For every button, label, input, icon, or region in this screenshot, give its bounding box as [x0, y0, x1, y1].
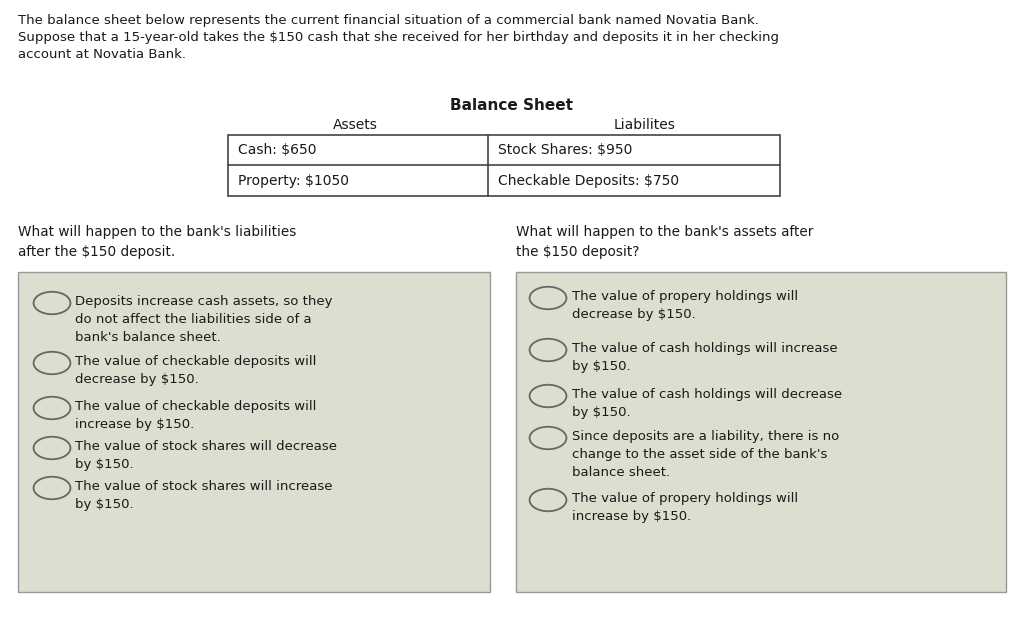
Text: What will happen to the bank's liabilities
after the $150 deposit.: What will happen to the bank's liabiliti… [18, 225, 296, 258]
Text: The value of propery holdings will
decrease by $150.: The value of propery holdings will decre… [572, 290, 798, 321]
Text: Stock Shares: $950: Stock Shares: $950 [499, 143, 633, 157]
Text: Assets: Assets [333, 118, 378, 132]
Bar [18, 272, 490, 592]
Bar [516, 272, 1006, 592]
Text: What will happen to the bank's assets after
the $150 deposit?: What will happen to the bank's assets af… [516, 225, 813, 258]
Text: account at Novatia Bank.: account at Novatia Bank. [18, 48, 186, 61]
Text: The value of cash holdings will increase
by $150.: The value of cash holdings will increase… [572, 342, 838, 373]
Text: Checkable Deposits: $750: Checkable Deposits: $750 [499, 174, 679, 188]
Text: Suppose that a 15-year-old takes the $150 cash that she received for her birthda: Suppose that a 15-year-old takes the $15… [18, 31, 779, 44]
Bar [228, 135, 780, 196]
Text: The value of checkable deposits will
increase by $150.: The value of checkable deposits will inc… [75, 400, 316, 431]
Text: Liabilites: Liabilites [614, 118, 676, 132]
Text: Cash: $650: Cash: $650 [239, 143, 316, 157]
Text: Balance Sheet: Balance Sheet [451, 98, 573, 113]
Text: The balance sheet below represents the current financial situation of a commerci: The balance sheet below represents the c… [18, 14, 759, 27]
Text: The value of cash holdings will decrease
by $150.: The value of cash holdings will decrease… [572, 388, 842, 419]
Text: Property: $1050: Property: $1050 [239, 174, 349, 188]
Text: Deposits increase cash assets, so they
do not affect the liabilities side of a
b: Deposits increase cash assets, so they d… [75, 295, 333, 344]
Text: Since deposits are a liability, there is no
change to the asset side of the bank: Since deposits are a liability, there is… [572, 430, 840, 479]
Text: The value of propery holdings will
increase by $150.: The value of propery holdings will incre… [572, 492, 798, 523]
Text: The value of checkable deposits will
decrease by $150.: The value of checkable deposits will dec… [75, 355, 316, 386]
Text: The value of stock shares will decrease
by $150.: The value of stock shares will decrease … [75, 440, 337, 471]
Text: The value of stock shares will increase
by $150.: The value of stock shares will increase … [75, 480, 333, 511]
